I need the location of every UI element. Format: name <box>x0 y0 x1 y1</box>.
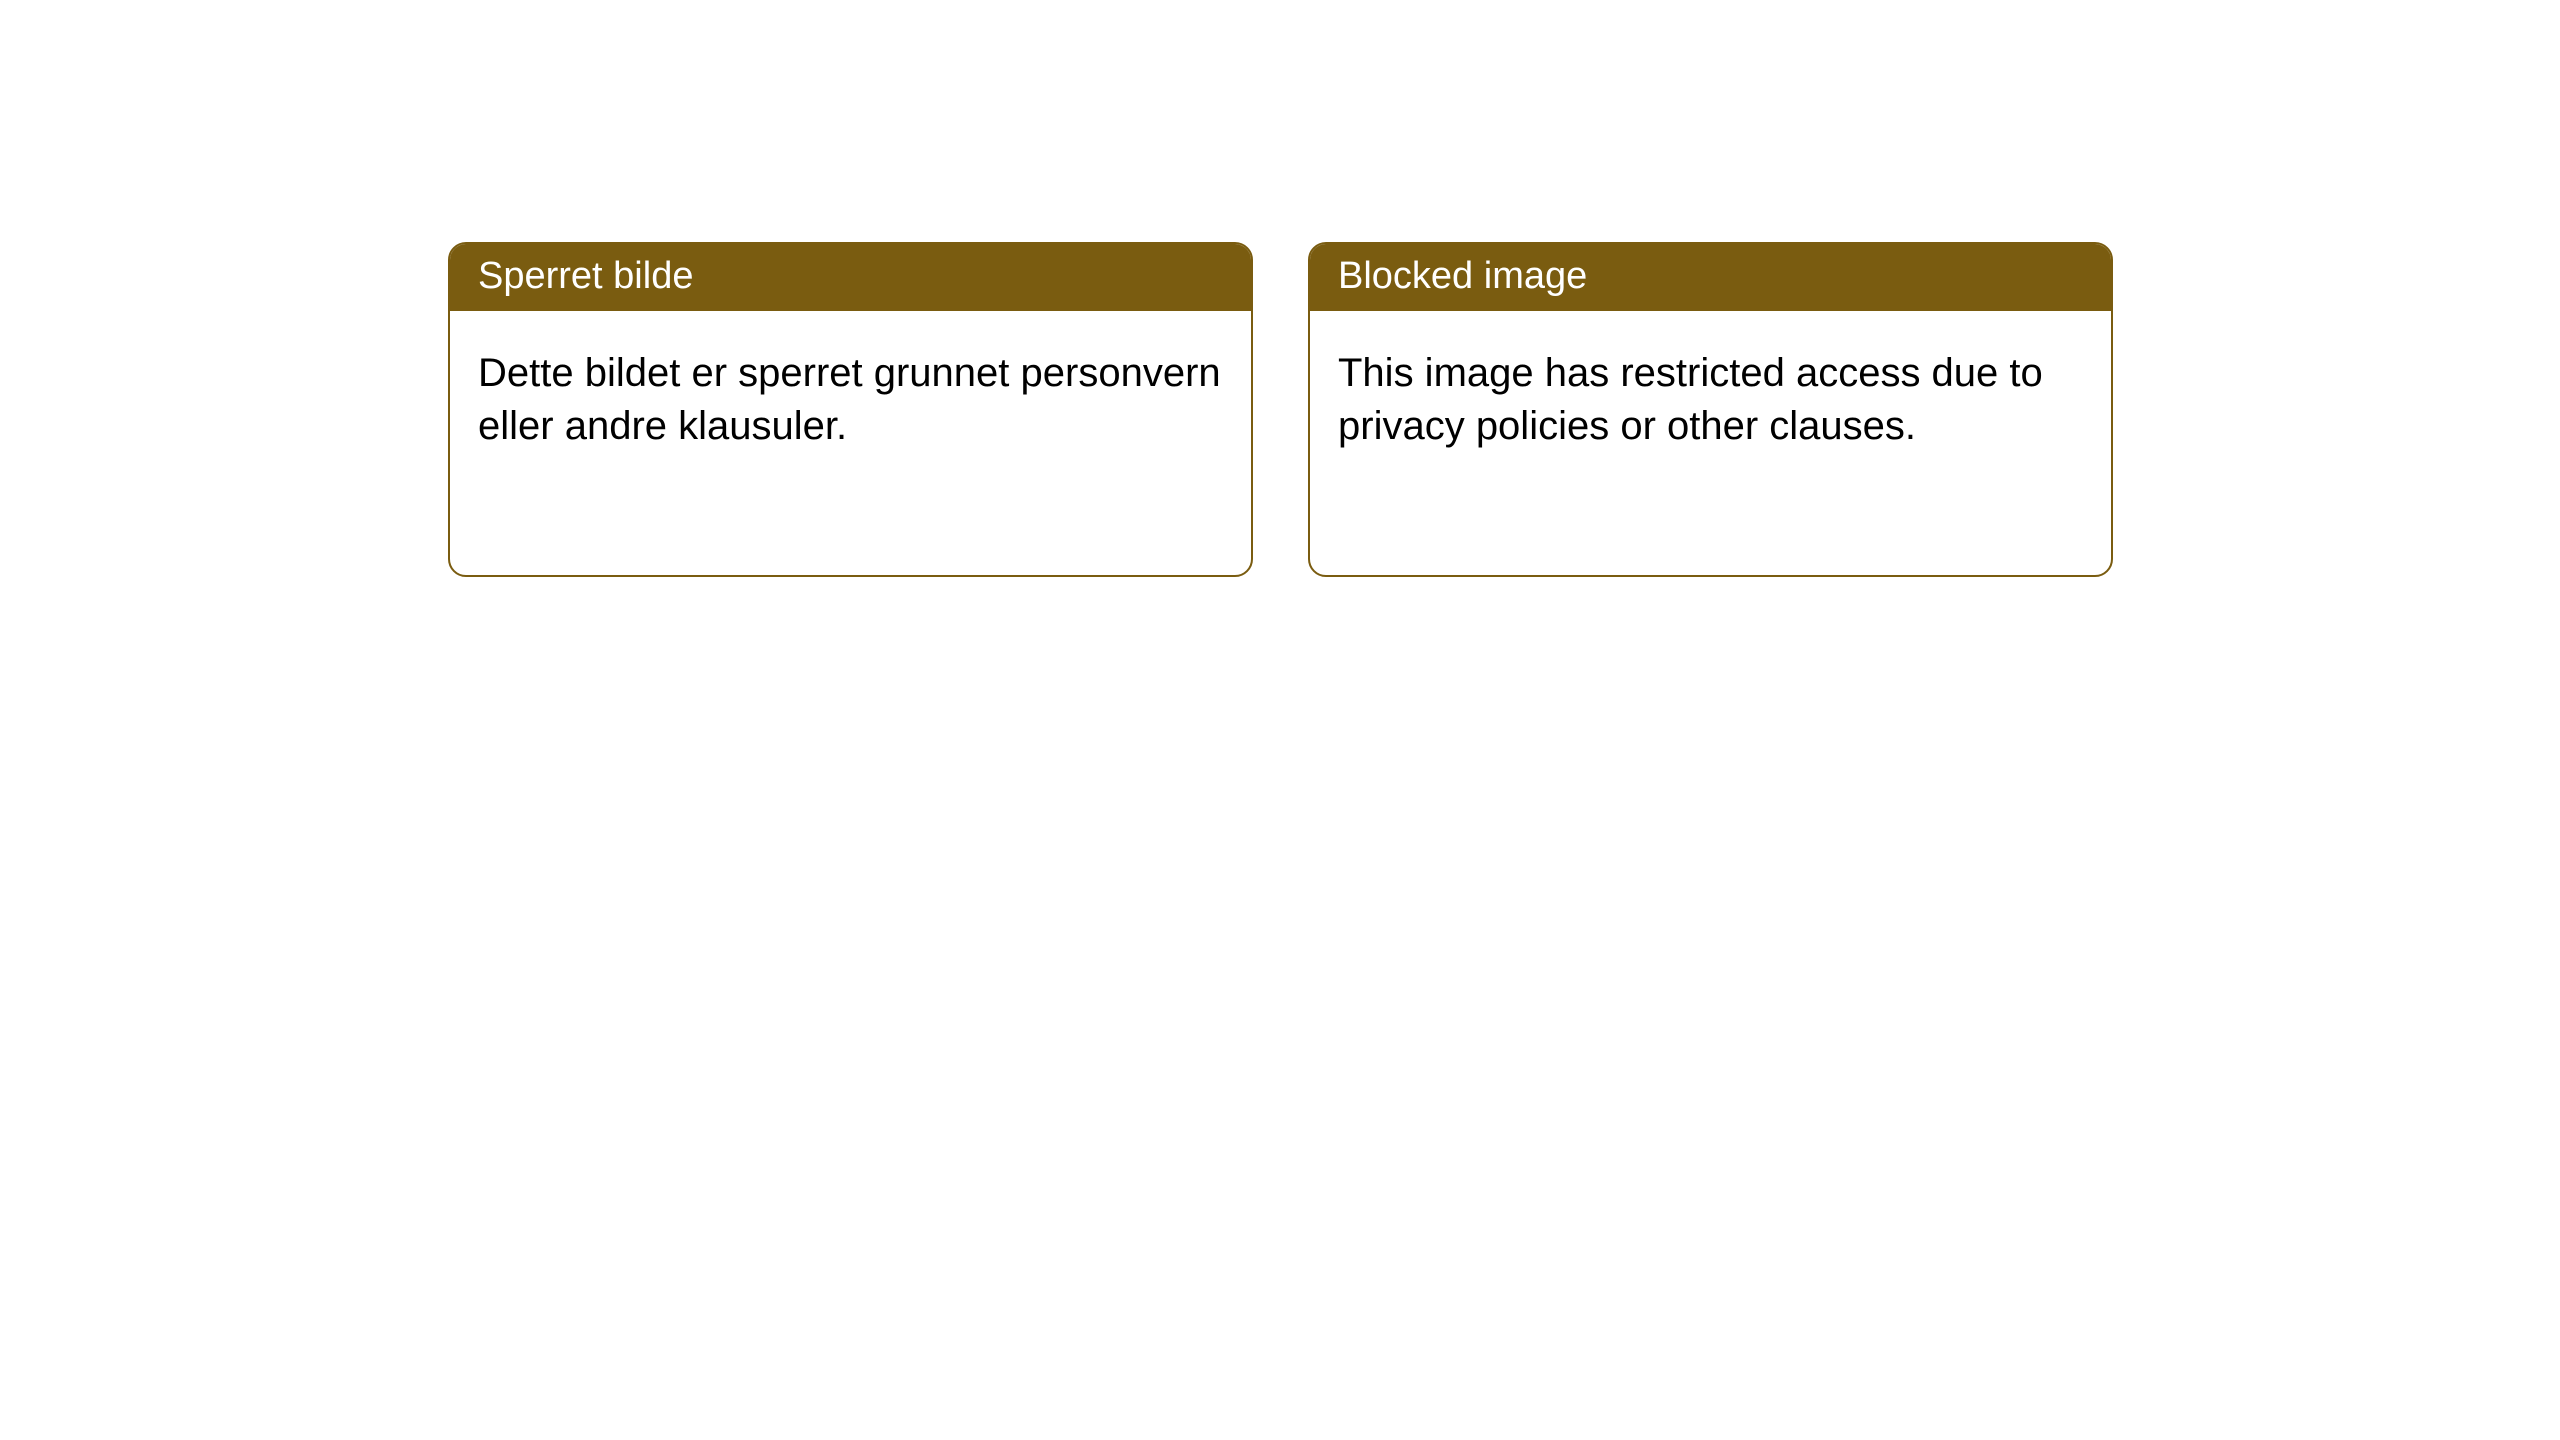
notice-card-english: Blocked image This image has restricted … <box>1308 242 2113 577</box>
notice-title-norwegian: Sperret bilde <box>450 244 1251 311</box>
notice-container: Sperret bilde Dette bildet er sperret gr… <box>0 0 2560 577</box>
notice-card-norwegian: Sperret bilde Dette bildet er sperret gr… <box>448 242 1253 577</box>
notice-title-english: Blocked image <box>1310 244 2111 311</box>
notice-body-english: This image has restricted access due to … <box>1310 311 2111 489</box>
notice-body-norwegian: Dette bildet er sperret grunnet personve… <box>450 311 1251 489</box>
